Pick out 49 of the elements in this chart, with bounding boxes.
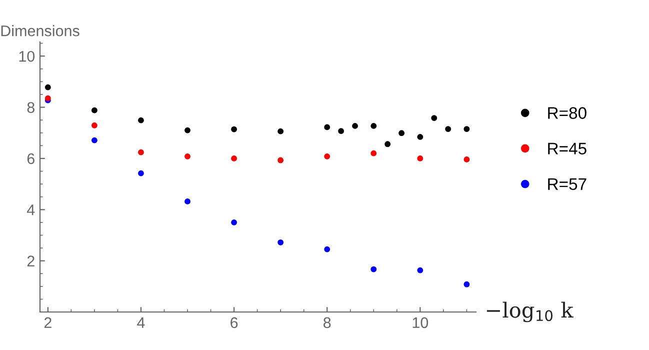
point bbox=[278, 157, 284, 164]
point bbox=[417, 156, 424, 162]
y-tick-label: 2 bbox=[27, 256, 34, 266]
point bbox=[91, 137, 98, 144]
point bbox=[138, 170, 144, 176]
point bbox=[184, 153, 190, 160]
y-tick-label: 10 bbox=[19, 50, 35, 62]
point bbox=[138, 117, 144, 124]
x-tick-label: 4 bbox=[137, 317, 145, 328]
x-tick-label: 10 bbox=[412, 317, 428, 328]
legend-label: R=80 bbox=[548, 107, 586, 119]
point bbox=[417, 134, 424, 140]
point bbox=[324, 246, 330, 252]
point bbox=[370, 122, 377, 129]
point bbox=[464, 281, 470, 288]
point bbox=[398, 130, 404, 136]
x-tick-label: 2 bbox=[44, 317, 52, 328]
legend-label: R=57 bbox=[548, 178, 586, 190]
point bbox=[417, 267, 424, 274]
point bbox=[445, 126, 452, 132]
point bbox=[278, 128, 284, 134]
point bbox=[91, 107, 98, 114]
x-axis-title: −log$_{10}$ k bbox=[486, 302, 574, 322]
point bbox=[44, 84, 51, 90]
point bbox=[324, 153, 330, 160]
point bbox=[231, 219, 237, 226]
point bbox=[324, 124, 330, 130]
point bbox=[370, 266, 377, 272]
point bbox=[231, 126, 237, 132]
x-tick-label: 8 bbox=[324, 317, 331, 328]
point bbox=[431, 115, 438, 121]
point bbox=[338, 128, 344, 134]
point bbox=[464, 156, 470, 162]
point bbox=[384, 141, 391, 148]
point bbox=[352, 122, 358, 129]
point bbox=[231, 156, 237, 162]
point bbox=[278, 239, 284, 246]
point bbox=[138, 149, 144, 156]
point bbox=[184, 127, 190, 134]
y-tick-label: 6 bbox=[27, 153, 34, 164]
point bbox=[91, 122, 98, 128]
x-tick-label: 6 bbox=[230, 317, 238, 328]
point bbox=[464, 126, 470, 132]
point bbox=[184, 198, 190, 204]
y-tick-label: 4 bbox=[26, 204, 35, 216]
legend-label: R=45 bbox=[548, 142, 586, 154]
y-axis-title: Dimensions bbox=[1, 25, 80, 36]
point bbox=[370, 150, 377, 156]
y-tick-label: 8 bbox=[27, 102, 34, 113]
